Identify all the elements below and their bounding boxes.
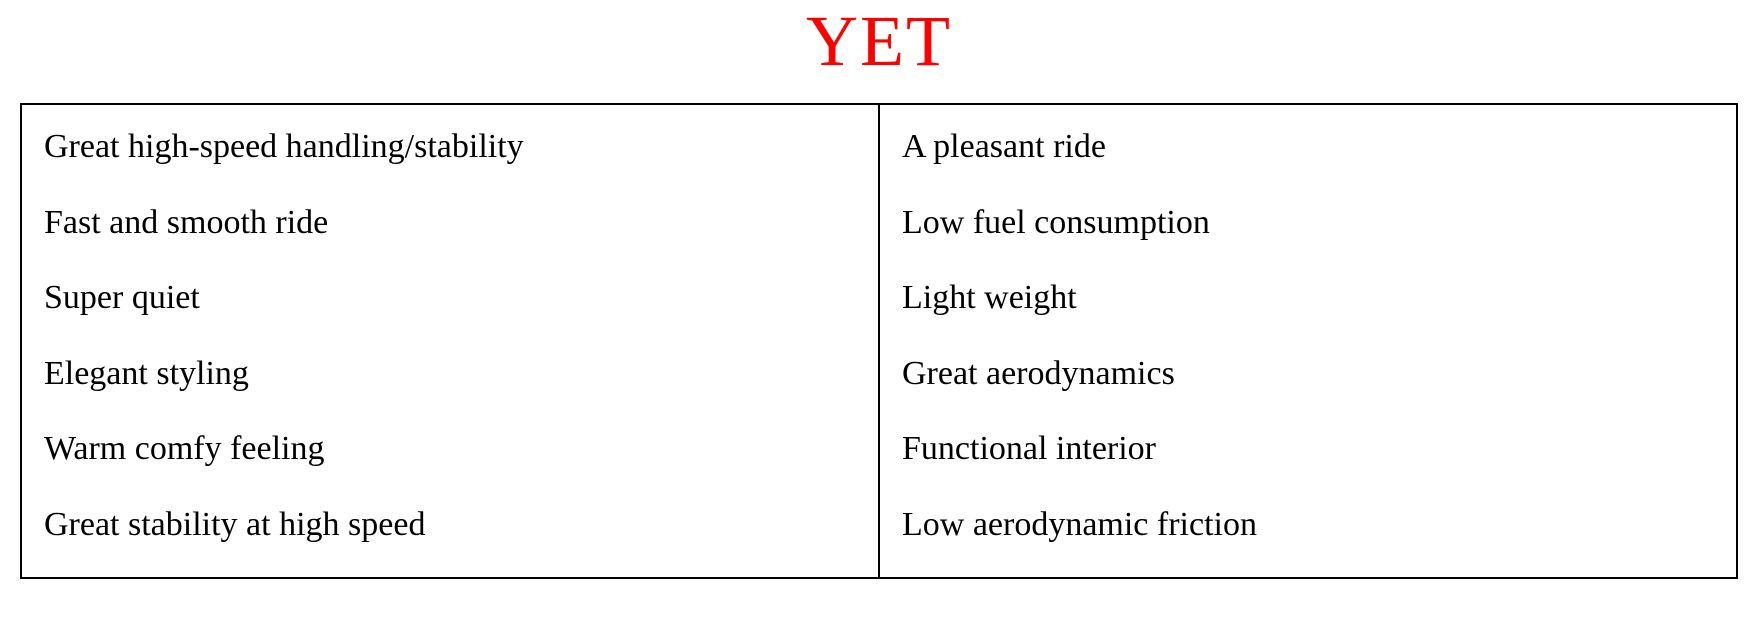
page-title: YET <box>20 0 1738 83</box>
list-item: A pleasant ride <box>902 123 1714 171</box>
list-item: Great stability at high speed <box>44 501 856 549</box>
comparison-table: Great high-speed handling/stability Fast… <box>20 103 1738 579</box>
page-container: YET Great high-speed handling/stability … <box>0 0 1758 579</box>
list-item: Warm comfy feeling <box>44 425 856 473</box>
list-item: Functional interior <box>902 425 1714 473</box>
list-item: Low aerodynamic friction <box>902 501 1714 549</box>
list-item: Great aerodynamics <box>902 350 1714 398</box>
table-column-left: Great high-speed handling/stability Fast… <box>22 105 880 577</box>
list-item: Fast and smooth ride <box>44 199 856 247</box>
list-item: Light weight <box>902 274 1714 322</box>
list-item: Super quiet <box>44 274 856 322</box>
list-item: Low fuel consumption <box>902 199 1714 247</box>
list-item: Elegant styling <box>44 350 856 398</box>
list-item: Great high-speed handling/stability <box>44 123 856 171</box>
table-column-right: A pleasant ride Low fuel consumption Lig… <box>880 105 1736 577</box>
